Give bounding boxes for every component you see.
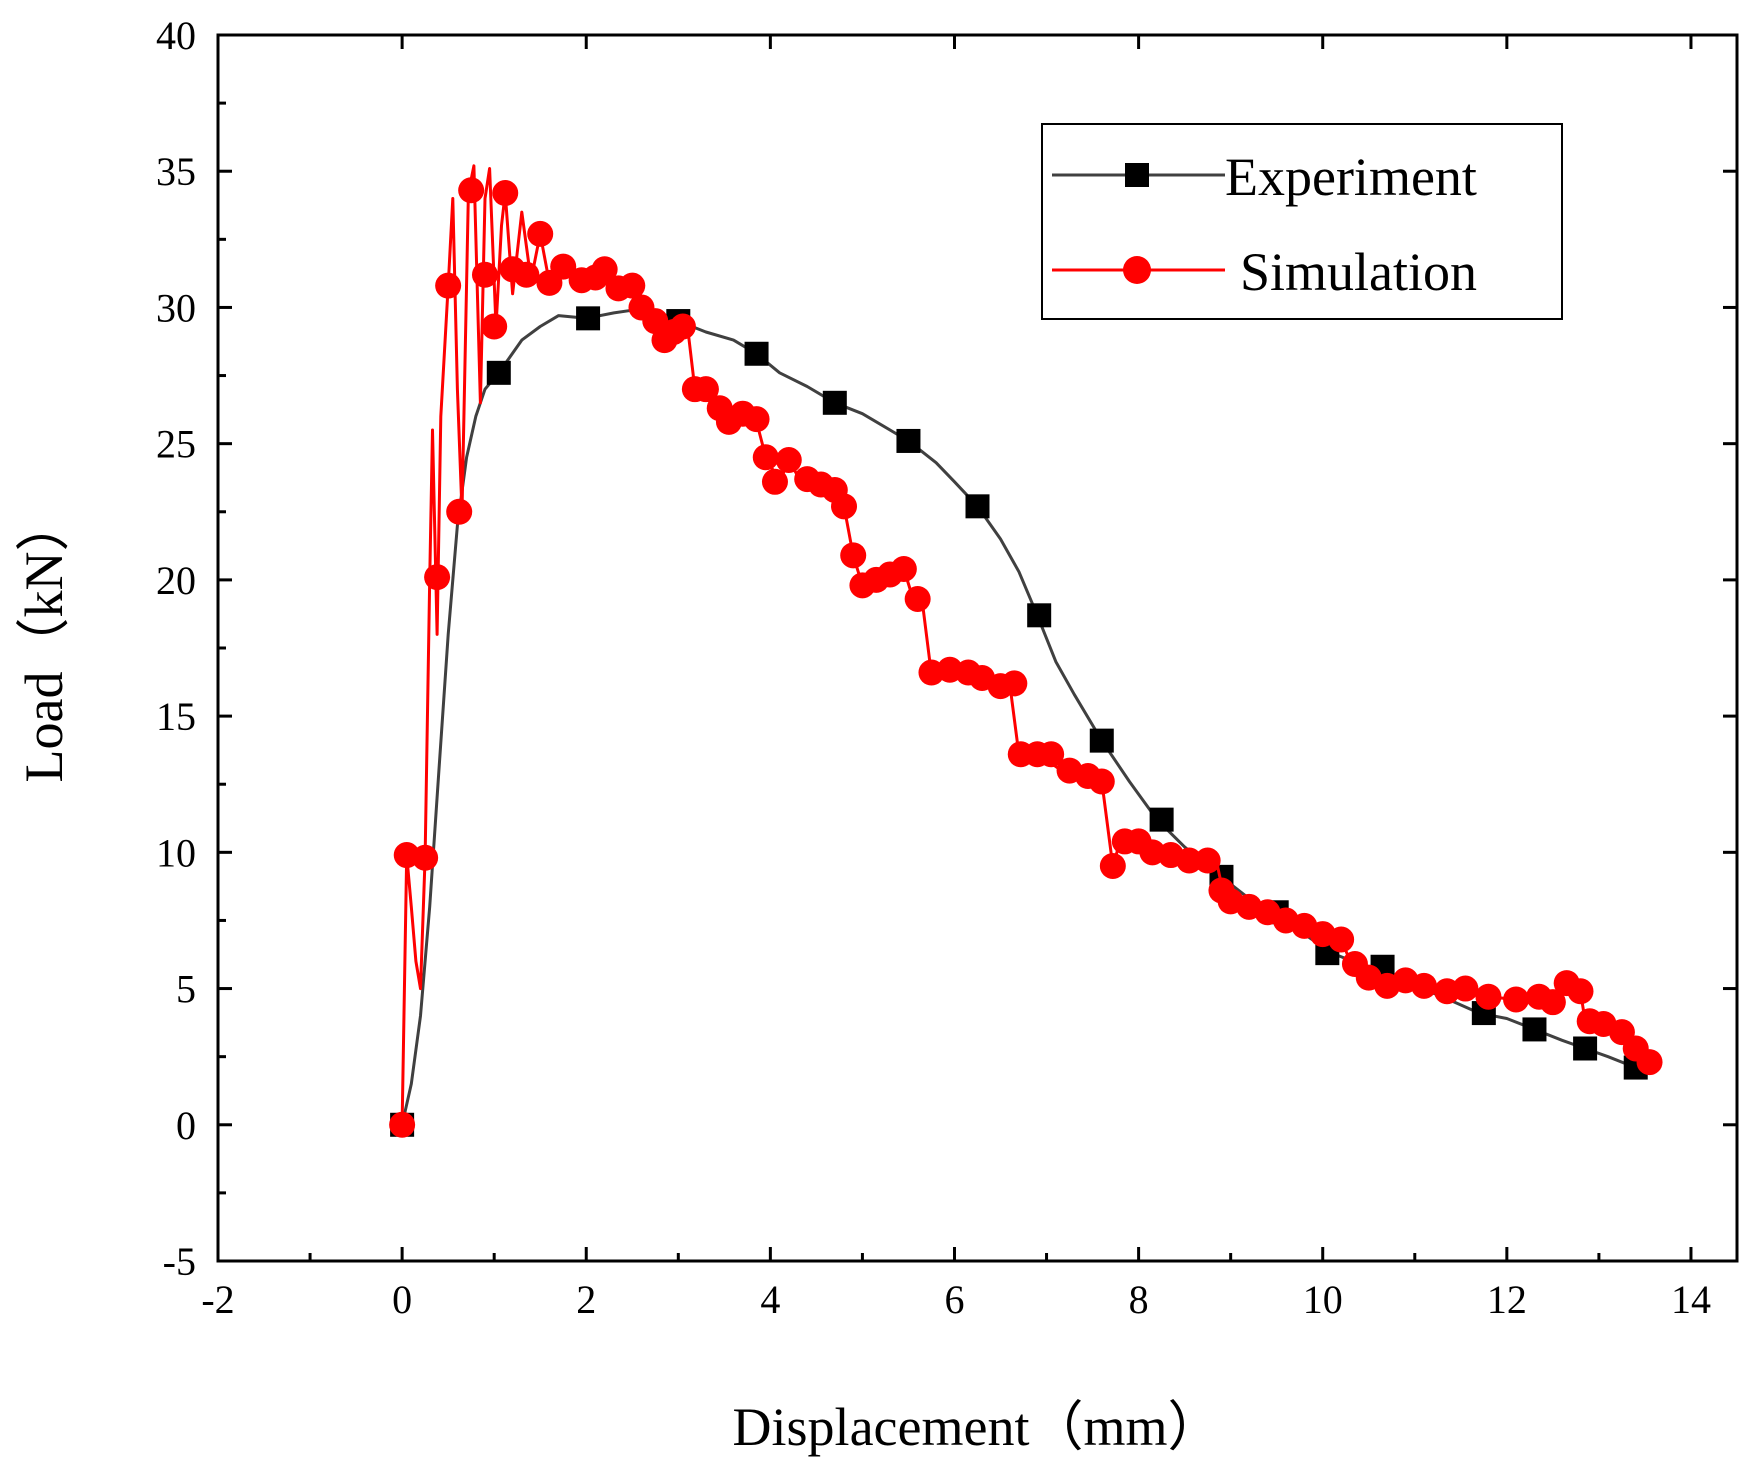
experiment-point xyxy=(576,306,601,331)
legend-simulation-marker xyxy=(1123,256,1151,284)
simulation-point xyxy=(1503,986,1530,1013)
simulation-point xyxy=(458,177,485,204)
y-tick-label: 30 xyxy=(156,285,196,330)
simulation-point xyxy=(446,498,473,525)
simulation-point xyxy=(527,220,554,247)
plot-area xyxy=(389,164,1663,1138)
simulation-point xyxy=(424,564,451,591)
experiment-point xyxy=(822,390,847,415)
simulation-point xyxy=(775,447,802,474)
x-tick-label: 12 xyxy=(1487,1277,1527,1322)
legend: Experiment Simulation xyxy=(1041,123,1563,320)
simulation-point xyxy=(1475,983,1502,1010)
simulation-point xyxy=(1001,670,1028,697)
simulation-point xyxy=(389,1111,416,1138)
simulation-point xyxy=(692,376,719,403)
x-tick-label: 6 xyxy=(944,1277,964,1322)
y-tick-label: 10 xyxy=(156,830,196,875)
simulation-point xyxy=(513,261,540,288)
y-tick-label: -5 xyxy=(163,1239,196,1284)
experiment-point xyxy=(1027,603,1052,628)
experiment-point xyxy=(1149,807,1174,832)
x-tick-label: 8 xyxy=(1129,1277,1149,1322)
simulation-point xyxy=(1567,978,1594,1005)
x-tick-label: 10 xyxy=(1303,1277,1343,1322)
simulation-point xyxy=(1038,741,1065,768)
simulation-point xyxy=(492,180,519,207)
y-tick-label: 35 xyxy=(156,149,196,194)
experiment-series xyxy=(390,306,1648,1137)
experiment-point xyxy=(896,428,921,453)
simulation-point xyxy=(471,261,498,288)
y-tick-label: 20 xyxy=(156,558,196,603)
simulation-point xyxy=(1194,847,1221,874)
experiment-point xyxy=(1522,1017,1547,1042)
simulation-point xyxy=(1088,768,1115,795)
experiment-point xyxy=(744,341,769,366)
x-tick-label: 2 xyxy=(576,1277,596,1322)
x-tick-label: 14 xyxy=(1671,1277,1711,1322)
y-tick-label: 0 xyxy=(176,1103,196,1148)
simulation-point xyxy=(1452,975,1479,1002)
simulation-point xyxy=(743,406,770,433)
x-tick-label: 4 xyxy=(760,1277,780,1322)
simulation-point xyxy=(619,272,646,299)
simulation-series xyxy=(389,164,1663,1138)
simulation-point xyxy=(1099,852,1126,879)
simulation-point xyxy=(412,844,439,871)
simulation-point xyxy=(840,542,867,569)
experiment-point xyxy=(965,494,990,519)
simulation-point xyxy=(1410,972,1437,999)
y-tick-label: 5 xyxy=(176,967,196,1012)
simulation-point xyxy=(761,468,788,495)
legend-simulation-label: Simulation xyxy=(1240,242,1477,302)
simulation-point xyxy=(1176,847,1203,874)
simulation-point xyxy=(1636,1049,1663,1076)
tick-labels: -2 0 2 4 6 8 10 12 14 -5 0 5 10 15 20 25 30 35 40 xyxy=(156,13,1711,1322)
simulation-point xyxy=(831,493,858,520)
x-axis-title: Displacement（mm） xyxy=(733,1397,1222,1457)
x-tick-label: 0 xyxy=(392,1277,412,1322)
simulation-point xyxy=(550,253,577,280)
legend-box xyxy=(1041,123,1563,320)
simulation-point xyxy=(752,444,779,471)
experiment-point xyxy=(486,360,511,385)
legend-experiment-label: Experiment xyxy=(1225,147,1477,207)
simulation-point xyxy=(669,313,696,340)
experiment-point xyxy=(1573,1036,1598,1061)
simulation-point xyxy=(481,313,508,340)
y-tick-label: 25 xyxy=(156,422,196,467)
plot-frame xyxy=(216,33,1739,1263)
x-tick-label: -2 xyxy=(201,1277,234,1322)
simulation-point xyxy=(904,585,931,612)
simulation-point xyxy=(890,555,917,582)
y-tick-label: 40 xyxy=(156,13,196,58)
y-axis-title: Load（kN） xyxy=(14,498,74,783)
simulation-point xyxy=(1328,926,1355,953)
simulation-point xyxy=(1539,989,1566,1016)
legend-experiment-marker xyxy=(1125,163,1149,187)
simulation-point xyxy=(435,272,462,299)
y-tick-label: 15 xyxy=(156,694,196,739)
experiment-point xyxy=(1089,728,1114,753)
simulation-point xyxy=(591,256,618,283)
